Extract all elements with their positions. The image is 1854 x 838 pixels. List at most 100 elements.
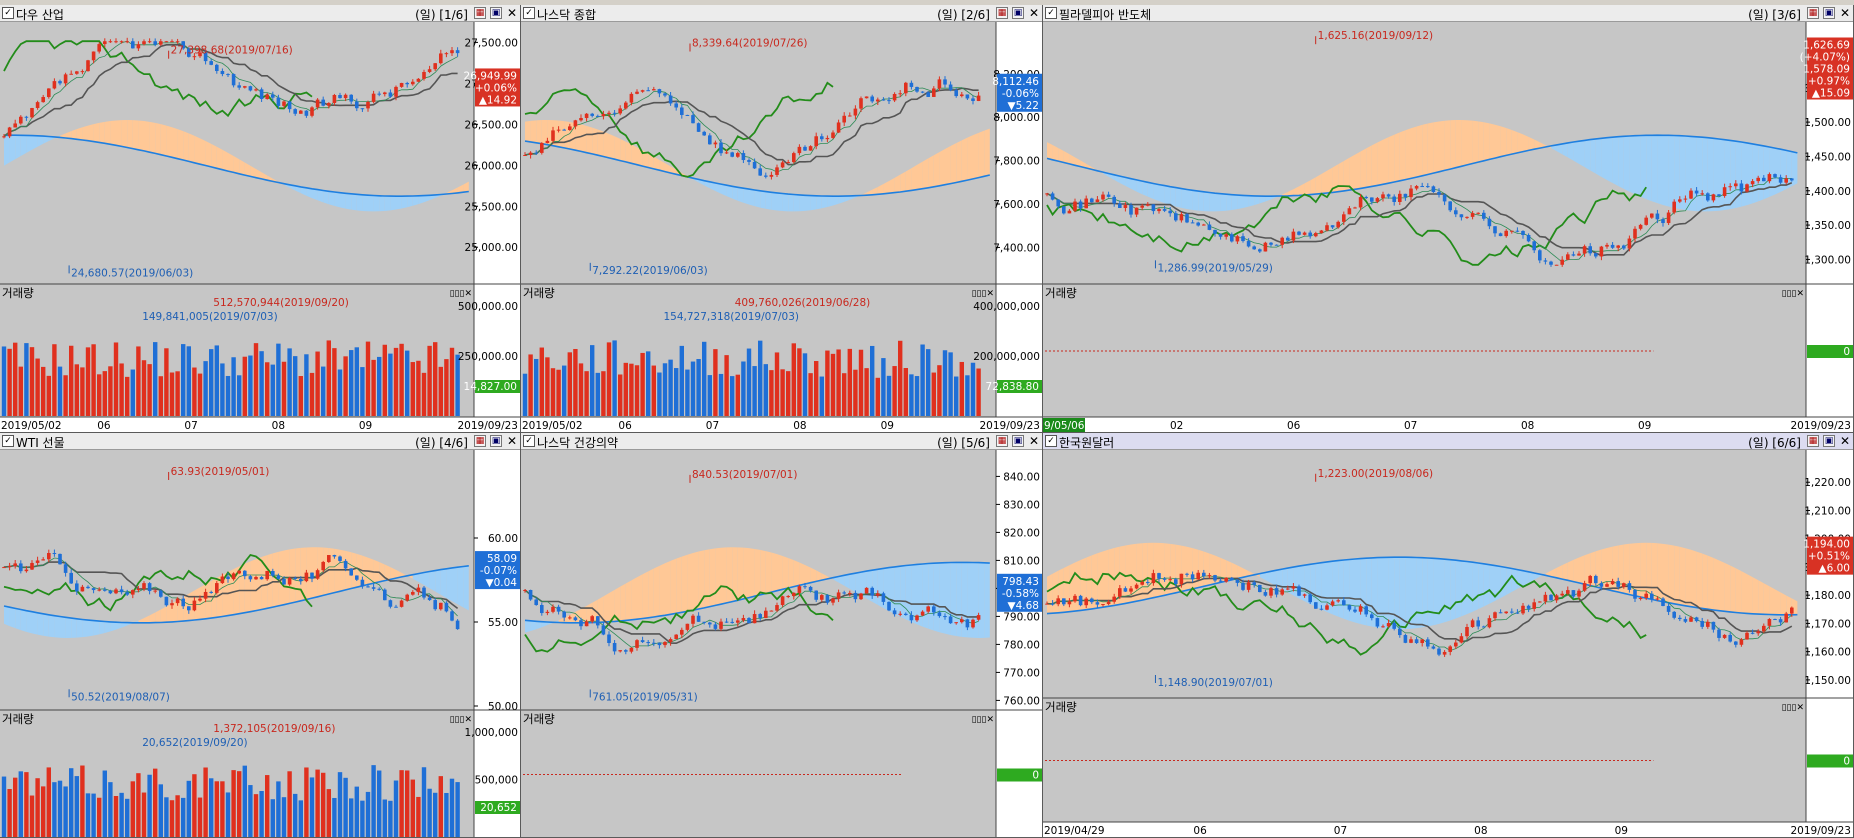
close-icon[interactable]: ✕	[1028, 434, 1039, 448]
volume-bar	[931, 372, 936, 416]
close-icon[interactable]: ✕	[1028, 6, 1039, 20]
panel-titlebar[interactable]: ✓ WTI 선물 (일) [4/6] ▦ ▣ ✕	[0, 433, 520, 450]
chart-panel-p5[interactable]: ✓ 나스닥 건강의약 (일) [5/6] ▦ ▣ ✕ 840.00 830.00 820.00 8…	[521, 433, 1043, 838]
candle-body	[831, 598, 835, 603]
cloud-segment	[749, 548, 755, 598]
panel-title: 나스닥 종합	[537, 8, 597, 22]
cloud-segment	[1422, 123, 1428, 176]
panel-titlebar[interactable]: ✓ 나스닥 종합 (일) [2/6] ▦ ▣ ✕	[521, 5, 1042, 22]
candle-body	[1622, 245, 1626, 249]
close-icon[interactable]: ✕	[1839, 6, 1850, 20]
cloud-segment	[625, 580, 632, 621]
cloud-segment	[967, 562, 973, 638]
price-chart[interactable]: 27,500.0027,000.0026,500.0026,000.0025,5…	[0, 22, 521, 433]
candle-body	[568, 126, 572, 130]
candle-body	[1482, 626, 1486, 628]
cloud-segment	[805, 195, 811, 211]
price-tag	[475, 68, 520, 107]
volume-pane-buttons[interactable]: ▯▯▯✕	[972, 289, 994, 299]
settings-icon[interactable]: ▦	[1807, 7, 1819, 19]
window-icon[interactable]: ▣	[490, 435, 502, 447]
price-chart[interactable]: 1,550.001,500.001,450.001,400.001,350.00…	[1043, 22, 1854, 433]
candle-body	[1286, 588, 1290, 590]
candle-body	[1297, 231, 1301, 235]
candle-body	[607, 634, 611, 643]
cloud-segment	[877, 568, 884, 609]
candle-body	[131, 590, 135, 595]
cloud-segment	[9, 135, 16, 163]
cloud-segment	[373, 195, 380, 212]
candle-body	[808, 146, 813, 151]
cloud-segment	[905, 168, 912, 192]
candle-body	[1414, 186, 1419, 189]
chart-panel-p6[interactable]: ✓한국원달러(일) [6/6]▦▣✕1,220.001,210.001,200.…	[1043, 433, 1854, 838]
volume-pane-buttons[interactable]: ▯▯▯✕	[450, 715, 472, 725]
window-icon[interactable]: ▣	[490, 7, 502, 19]
candle-body	[1616, 245, 1620, 248]
settings-icon[interactable]: ▦	[996, 7, 1008, 19]
cloud-segment	[1562, 142, 1568, 158]
volume-pane-buttons[interactable]: ▯▯▯✕	[972, 715, 994, 725]
cloud-segment	[1047, 573, 1053, 614]
settings-icon[interactable]: ▦	[1807, 435, 1819, 447]
close-icon[interactable]: ✕	[506, 434, 517, 448]
candle-body	[254, 89, 258, 91]
volume-bar	[80, 765, 85, 837]
volume-pane-buttons[interactable]: ▯▯▯✕	[1782, 703, 1804, 713]
close-icon[interactable]: ✕	[1839, 434, 1850, 448]
chart-panel-p4[interactable]: ✓ WTI 선물 (일) [4/6] ▦ ▣ ✕ 60.00 55.00 50.00 63.93(…	[0, 433, 521, 838]
price-chart[interactable]: 1,220.001,210.001,200.001,190.001,180.00…	[1043, 450, 1854, 838]
panel-checkbox[interactable]: ✓	[1045, 435, 1057, 447]
panel-checkbox[interactable]: ✓	[523, 435, 535, 447]
settings-icon[interactable]: ▦	[996, 435, 1008, 447]
panel-checkbox[interactable]: ✓	[1045, 7, 1057, 19]
candle-body	[1140, 205, 1144, 208]
panel-titlebar[interactable]: ✓ 필라델피아 반도체 (일) [3/6] ▦ ▣ ✕	[1043, 5, 1853, 22]
cloud-segment	[1299, 183, 1305, 196]
cloud-segment	[1399, 130, 1406, 181]
cloud-segment	[1595, 138, 1602, 177]
window-icon[interactable]: ▣	[1012, 435, 1024, 447]
price-tag-line: 58.09	[487, 553, 517, 565]
cloud-segment	[1601, 547, 1607, 590]
candle-body	[1633, 228, 1637, 239]
window-icon[interactable]: ▣	[1012, 7, 1024, 19]
x-tick-label: 09	[1638, 420, 1651, 432]
cloud-segment	[362, 194, 368, 212]
panel-titlebar[interactable]: ✓ 나스닥 건강의약 (일) [5/6] ▦ ▣ ✕	[521, 433, 1042, 450]
settings-icon[interactable]: ▦	[474, 435, 486, 447]
candle-body	[1336, 221, 1340, 228]
cloud-segment	[144, 121, 150, 153]
panel-checkbox[interactable]: ✓	[2, 7, 14, 19]
window-icon[interactable]: ▣	[1823, 7, 1835, 19]
panel-titlebar[interactable]: ✓ 다우 산업 (일) [1/6] ▦ ▣ ✕	[0, 5, 520, 22]
candle-body	[63, 564, 68, 573]
cloud-segment	[782, 555, 789, 590]
cloud-segment	[872, 569, 878, 605]
settings-icon[interactable]: ▦	[474, 7, 486, 19]
candle-body	[1386, 194, 1391, 197]
chart-panel-p2[interactable]: ✓나스닥 종합(일) [2/6]▦▣✕8,200.008,000.007,800…	[521, 5, 1043, 433]
volume-bar	[662, 363, 668, 416]
price-chart[interactable]: 60.0055.0050.0063.93(2019/05/01)50.52(20…	[0, 450, 521, 838]
close-icon[interactable]: ✕	[506, 6, 517, 20]
candle-body	[629, 647, 634, 652]
chart-panel-p1[interactable]: ✓다우 산업(일) [1/6]▦▣✕27,500.0027,000.0026,5…	[0, 5, 521, 433]
candle-body	[1185, 214, 1189, 223]
candle-body	[1672, 201, 1676, 213]
candle-body	[859, 98, 863, 109]
volume-pane-buttons[interactable]: ▯▯▯✕	[450, 289, 472, 299]
candle-body	[864, 96, 869, 99]
price-chart[interactable]: 840.00830.00820.00810.00800.00790.00780.…	[521, 450, 1043, 838]
volume-annotation: 512,570,944(2019/09/20)	[213, 297, 349, 309]
panel-checkbox[interactable]: ✓	[2, 435, 14, 447]
candle-body	[1280, 589, 1284, 595]
window-icon[interactable]: ▣	[1823, 435, 1835, 447]
panel-titlebar[interactable]: ✓ 한국원달러 (일) [6/6] ▦ ▣ ✕	[1043, 433, 1853, 450]
chart-panel-p3[interactable]: ✓필라델피아 반도체(일) [3/6]▦▣✕1,550.001,500.001,…	[1043, 5, 1854, 433]
volume-pane-buttons[interactable]: ▯▯▯✕	[1782, 289, 1804, 299]
price-chart[interactable]: 8,200.008,000.007,800.007,600.007,400.00…	[521, 22, 1043, 433]
panel-checkbox[interactable]: ✓	[523, 7, 535, 19]
candle-body	[237, 570, 241, 574]
panel-period: (일) [5/6]	[937, 436, 990, 450]
